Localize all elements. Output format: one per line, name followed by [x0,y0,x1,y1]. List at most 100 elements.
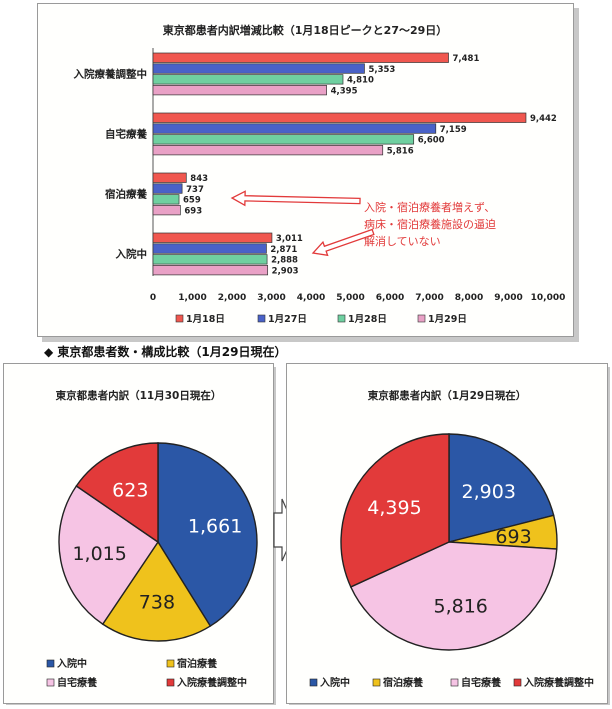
bar [152,172,187,183]
pie-slice-label: 693 [495,526,531,548]
bar-value-label: 843 [190,174,208,184]
legend-label: 1月27日 [268,314,307,325]
annotation-text: 入院・宿泊療養者増えず、 [364,200,495,214]
pie-slice-label: 1,015 [72,543,126,565]
bar-value-label: 693 [184,206,202,216]
pie-slice [58,485,159,626]
legend-label: 1月18日 [186,314,225,325]
bar-value-label: 2,903 [272,266,299,276]
bar [152,134,415,145]
annotation-text: 病床・宿泊療養施設の逼迫 [364,217,496,231]
legend-swatch [257,314,266,323]
legend-label: 入院中 [57,657,87,670]
legend-swatch [337,314,346,323]
x-tick-label: 9,000 [494,293,522,303]
pie-slice-label: 738 [139,591,175,613]
x-tick-label: 0 [150,293,156,303]
pie-slice [340,433,450,588]
category-label: 宿泊療養 [105,188,147,201]
x-tick-label: 4,000 [297,293,325,303]
legend-label: 宿泊療養 [177,657,217,670]
bar [152,145,384,156]
legend-label: 入院療養調整中 [524,676,594,689]
pie-panel-jan29: 東京都患者内訳（1月29日現在） 2,903 693 5,816 4,395 入院中 宿泊療… [286,363,608,704]
bar-value-label: 2,871 [270,245,297,255]
legend-swatch [166,659,175,668]
legend-label: 1月29日 [428,314,467,325]
bar [152,85,327,96]
bar-chart-title: 東京都患者内訳増減比較（1月18日ピークと27～29日） [163,23,448,37]
bar [152,112,527,123]
pie-slice [349,541,558,651]
legend-swatch [46,678,55,687]
pie-slice-label: 5,816 [434,596,488,618]
legend-swatch [309,678,318,687]
pie-chart-jan29: 東京都患者内訳（1月29日現在） 2,903 693 5,816 4,395 入院中 宿泊療… [309,389,594,689]
bar-value-label: 5,816 [387,146,414,156]
x-tick-label: 3,000 [257,293,285,303]
legend-label: 1月28日 [348,314,387,325]
bar-value-label: 7,481 [452,54,479,64]
pie-slice-label: 1,661 [188,516,242,538]
bar [152,254,268,265]
pie-title: 東京都患者内訳（1月29日現在） [368,389,526,402]
pie-chart-nov30: 東京都患者内訳（11月30日現在） 1,661 738 1,015 623 入院中 宿泊療養… [46,389,258,689]
x-tick-label: 8,000 [455,293,483,303]
bar [152,74,344,85]
pie-slice [448,433,555,543]
bar [152,52,449,63]
pie-slice [157,442,258,628]
legend-swatch [175,314,184,323]
pie-slice-label: 4,395 [367,497,421,519]
legend-label: 自宅療養 [57,676,97,689]
bar-value-label: 5,353 [368,65,395,75]
x-tick-label: 5,000 [336,293,364,303]
legend-swatch [450,678,459,687]
pie-slice-label: 623 [112,479,148,501]
x-tick-label: 10,000 [531,293,566,303]
pie-slice [75,442,159,544]
legend-label: 入院療養調整中 [177,676,247,689]
bar [152,243,267,254]
bar-chart-panel: 東京都患者内訳増減比較（1月18日ピークと27～29日） 入院療養調整中 7,481… [37,3,574,337]
pie-slice [101,540,212,642]
category-label: 入院中 [116,248,148,261]
pie-title: 東京都患者内訳（11月30日現在） [56,389,222,402]
category-label: 自宅療養 [105,128,147,141]
annotation-text: 解消していない [364,234,441,248]
pie-panel-nov30: 東京都患者内訳（11月30日現在） 1,661 738 1,015 623 入院中 宿泊療養… [3,363,274,704]
bar [152,183,183,194]
bar-value-label: 6,600 [418,136,445,146]
bar-value-label: 2,888 [271,256,298,266]
bar [152,265,269,276]
bar-value-label: 7,159 [440,125,467,135]
bar-value-label: 4,395 [331,86,358,96]
bar [152,63,365,74]
bar [152,194,180,205]
legend-label: 宿泊療養 [383,676,423,689]
legend-label: 自宅療養 [461,676,501,689]
bar-value-label: 659 [183,196,201,206]
legend-label: 入院中 [320,676,350,689]
annotation-arrow-icon [311,228,375,257]
pie-slice-label: 2,903 [462,481,516,503]
legend-swatch [46,659,55,668]
category-label: 入院療養調整中 [74,68,148,81]
x-tick-label: 2,000 [218,293,246,303]
legend-swatch [513,678,522,687]
legend-swatch [372,678,381,687]
legend-swatch [417,314,426,323]
x-tick-label: 7,000 [415,293,443,303]
legend-swatch [166,678,175,687]
x-tick-label: 6,000 [376,293,404,303]
annotation-arrow-icon [230,190,361,207]
section-heading: ◆ 東京都患者数・構成比較（1月29日現在） [44,345,287,359]
bar-value-label: 9,442 [530,114,557,124]
bar [152,205,181,216]
bar [152,123,437,134]
bar [152,232,273,243]
bar-value-label: 4,810 [347,76,374,86]
bar-value-label: 3,011 [276,234,303,244]
x-tick-label: 1,000 [178,293,206,303]
bar-chart: 東京都患者内訳増減比較（1月18日ピークと27～29日） 入院療養調整中 7,481… [74,23,566,325]
